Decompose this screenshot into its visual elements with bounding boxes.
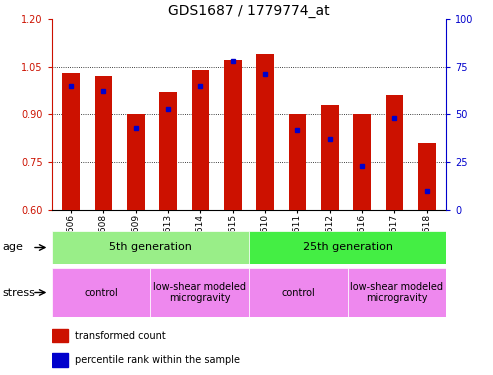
Text: low-shear modeled
microgravity: low-shear modeled microgravity — [153, 282, 246, 303]
Bar — [224, 60, 242, 210]
Bar — [62, 73, 80, 210]
Bar — [52, 268, 150, 317]
Text: stress: stress — [2, 288, 35, 297]
Text: transformed count: transformed count — [75, 331, 166, 340]
Text: low-shear modeled
microgravity: low-shear modeled microgravity — [351, 282, 443, 303]
Bar — [52, 231, 249, 264]
Bar — [95, 76, 112, 210]
Text: 25th generation: 25th generation — [303, 243, 392, 252]
Bar — [249, 268, 348, 317]
Text: age: age — [2, 243, 23, 252]
Title: GDS1687 / 1779774_at: GDS1687 / 1779774_at — [168, 4, 330, 18]
Bar — [159, 92, 177, 210]
Bar — [288, 114, 306, 210]
Bar — [249, 231, 446, 264]
Bar — [386, 95, 403, 210]
Text: control: control — [282, 288, 315, 297]
Bar — [353, 114, 371, 210]
Bar — [348, 268, 446, 317]
Text: percentile rank within the sample: percentile rank within the sample — [75, 355, 241, 365]
Bar — [321, 105, 339, 210]
Bar — [52, 329, 68, 342]
Bar — [418, 143, 436, 210]
Bar — [256, 54, 274, 210]
Bar — [127, 114, 145, 210]
Bar — [52, 353, 68, 367]
Bar — [192, 70, 210, 210]
Text: 5th generation: 5th generation — [109, 243, 192, 252]
Bar — [150, 268, 249, 317]
Text: control: control — [84, 288, 118, 297]
